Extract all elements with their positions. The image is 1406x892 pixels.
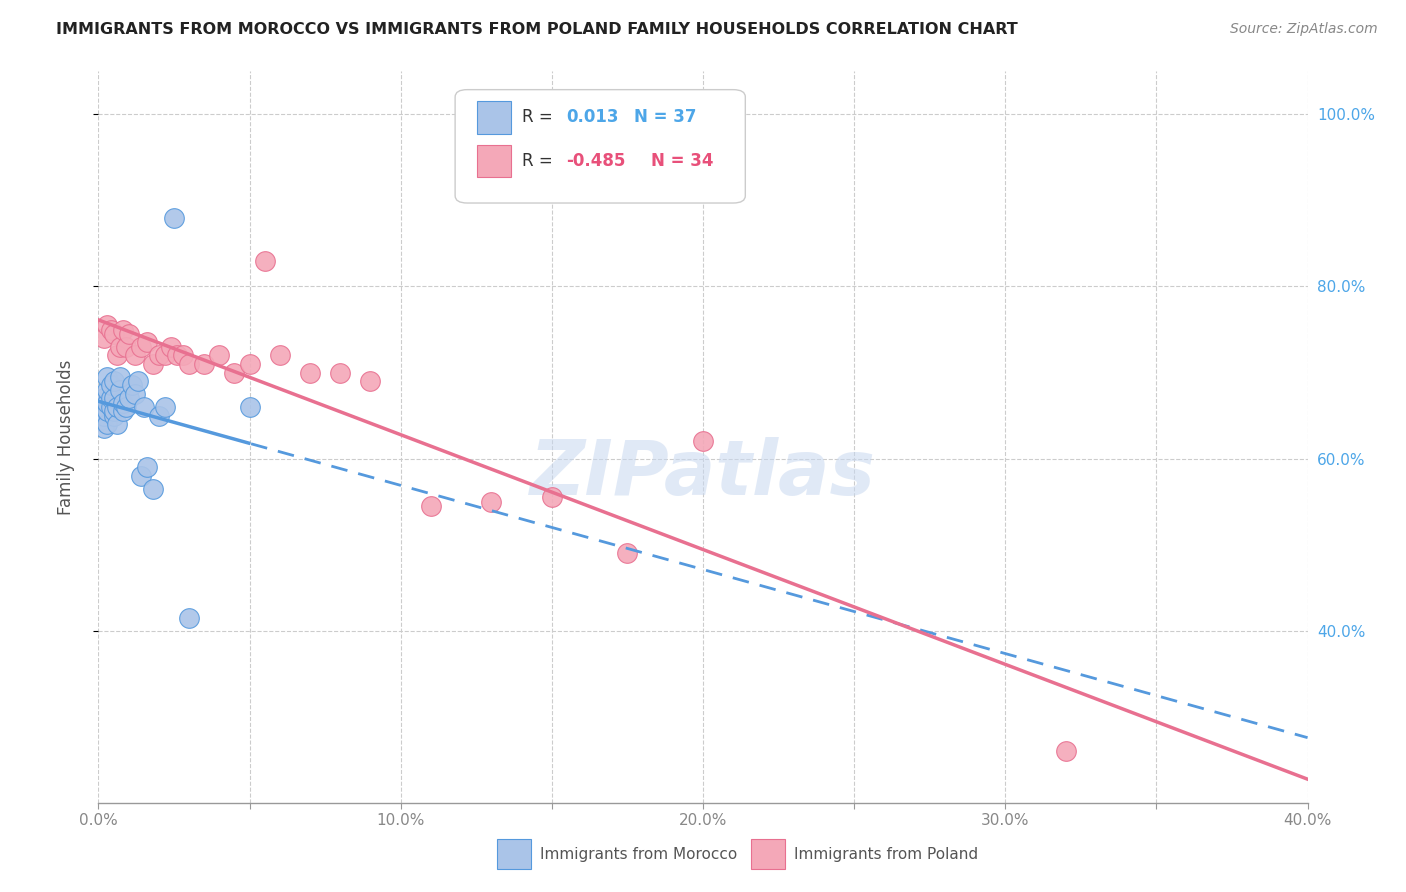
Point: [118, 392, 141, 406]
Text: R =: R =: [522, 108, 558, 126]
Point: [108, 340, 131, 354]
Point: [111, 322, 134, 336]
Point: [100, 400, 122, 414]
Point: [692, 434, 714, 449]
Point: [360, 374, 382, 388]
Point: [103, 326, 125, 341]
FancyBboxPatch shape: [477, 101, 510, 134]
Point: [103, 404, 125, 418]
Text: Immigrants from Poland: Immigrants from Poland: [793, 847, 977, 862]
Point: [166, 348, 188, 362]
Point: [93, 392, 115, 406]
Text: N = 37: N = 37: [634, 108, 696, 126]
Point: [481, 494, 503, 508]
FancyBboxPatch shape: [477, 145, 510, 178]
Point: [93, 331, 115, 345]
Point: [153, 400, 176, 414]
Point: [114, 340, 136, 354]
Point: [224, 366, 246, 380]
Point: [96, 417, 118, 432]
Point: [90, 400, 112, 414]
Point: [105, 417, 128, 432]
Text: ZIPatlas: ZIPatlas: [530, 437, 876, 510]
Point: [93, 421, 115, 435]
Point: [129, 468, 152, 483]
Point: [179, 357, 201, 371]
Point: [105, 348, 128, 362]
Point: [163, 211, 186, 225]
Point: [208, 348, 231, 362]
Point: [148, 348, 170, 362]
Point: [148, 409, 170, 423]
Point: [253, 253, 276, 268]
Y-axis label: Family Households: Family Households: [56, 359, 75, 515]
Text: R =: R =: [522, 153, 558, 170]
Point: [299, 366, 322, 380]
Point: [420, 499, 443, 513]
Point: [172, 348, 194, 362]
Point: [239, 400, 262, 414]
Text: 0.013: 0.013: [567, 108, 619, 126]
Point: [135, 460, 157, 475]
Point: [142, 482, 165, 496]
Point: [96, 404, 118, 418]
Point: [96, 369, 118, 384]
Point: [118, 326, 141, 341]
FancyBboxPatch shape: [751, 839, 785, 869]
FancyBboxPatch shape: [456, 90, 745, 203]
Point: [103, 409, 125, 423]
Point: [90, 413, 112, 427]
Point: [127, 374, 149, 388]
Point: [111, 404, 134, 418]
FancyBboxPatch shape: [498, 839, 531, 869]
Point: [100, 392, 122, 406]
Point: [111, 395, 134, 409]
Point: [153, 348, 176, 362]
Text: -0.485: -0.485: [567, 153, 626, 170]
Point: [100, 378, 122, 392]
Point: [239, 357, 262, 371]
Point: [124, 348, 146, 362]
Point: [179, 611, 201, 625]
Point: [108, 383, 131, 397]
Point: [103, 392, 125, 406]
Point: [616, 546, 638, 560]
Point: [132, 400, 155, 414]
Point: [124, 387, 146, 401]
Point: [121, 378, 143, 392]
Point: [135, 335, 157, 350]
Point: [193, 357, 215, 371]
Point: [103, 374, 125, 388]
Point: [105, 400, 128, 414]
Point: [129, 340, 152, 354]
Point: [108, 369, 131, 384]
Text: IMMIGRANTS FROM MOROCCO VS IMMIGRANTS FROM POLAND FAMILY HOUSEHOLDS CORRELATION : IMMIGRANTS FROM MOROCCO VS IMMIGRANTS FR…: [56, 22, 1018, 37]
Point: [100, 322, 122, 336]
Point: [540, 491, 562, 505]
Text: N = 34: N = 34: [651, 153, 713, 170]
Text: Immigrants from Morocco: Immigrants from Morocco: [540, 847, 737, 862]
Point: [93, 409, 115, 423]
Point: [96, 395, 118, 409]
Point: [114, 400, 136, 414]
Point: [142, 357, 165, 371]
Point: [96, 383, 118, 397]
Point: [269, 348, 291, 362]
Point: [1054, 744, 1077, 758]
Point: [329, 366, 352, 380]
Point: [96, 318, 118, 333]
Text: Source: ZipAtlas.com: Source: ZipAtlas.com: [1230, 22, 1378, 37]
Point: [160, 340, 183, 354]
